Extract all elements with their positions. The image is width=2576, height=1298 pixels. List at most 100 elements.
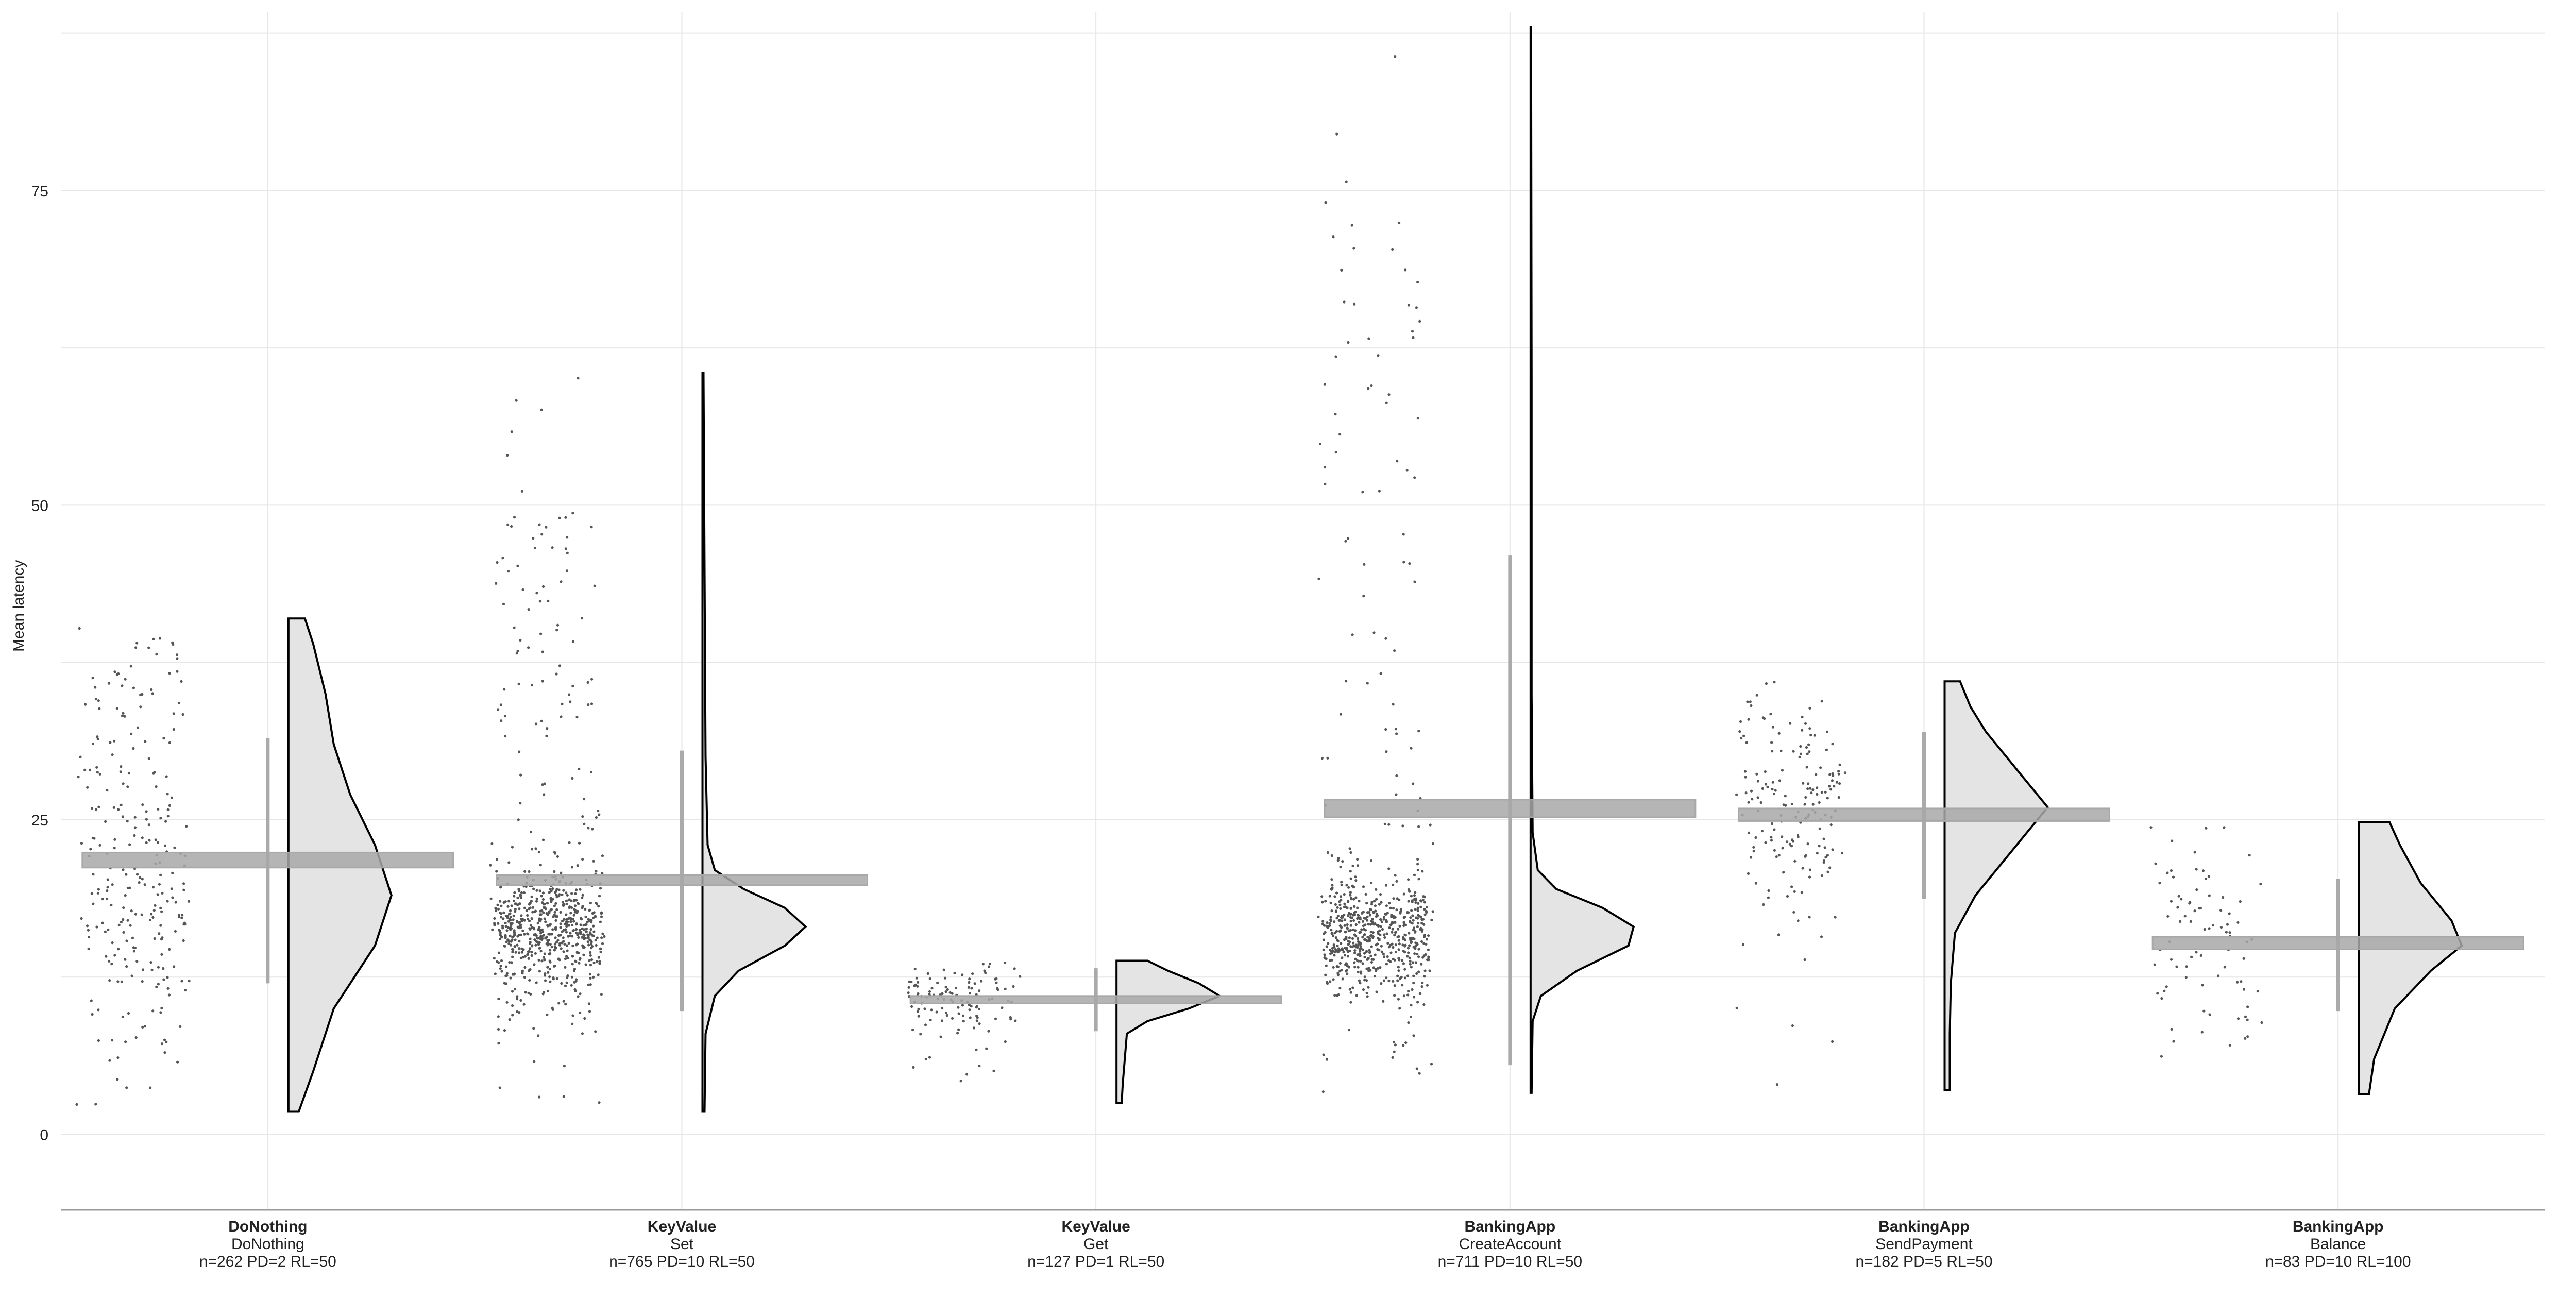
data-point: [531, 945, 534, 948]
data-point: [511, 1004, 514, 1007]
data-point: [2208, 1013, 2211, 1016]
data-point: [1363, 955, 1366, 959]
data-point: [509, 934, 512, 937]
data-point: [1378, 937, 1381, 940]
data-point: [1383, 933, 1386, 936]
data-point: [1418, 319, 1421, 323]
data-point: [588, 909, 591, 912]
data-point: [592, 975, 595, 979]
data-point: [578, 841, 581, 845]
data-point: [1382, 979, 1385, 982]
data-point: [1414, 891, 1417, 894]
data-point: [506, 926, 510, 929]
data-point: [159, 817, 162, 820]
data-point: [133, 826, 137, 829]
data-point: [1409, 920, 1412, 923]
data-point: [1347, 537, 1350, 540]
data-point: [1391, 1056, 1394, 1059]
data-point: [1823, 846, 1826, 849]
data-point: [95, 766, 98, 769]
data-point: [519, 638, 522, 642]
data-point: [576, 909, 579, 913]
data-point: [159, 873, 162, 876]
data-point: [497, 922, 500, 925]
data-point: [1370, 934, 1373, 937]
data-point: [533, 933, 536, 936]
data-point: [1417, 730, 1420, 733]
data-point: [122, 868, 125, 871]
data-point: [1335, 950, 1339, 953]
data-point: [113, 847, 116, 850]
data-point: [495, 909, 498, 912]
data-point: [1403, 933, 1406, 936]
data-point: [1431, 910, 1434, 913]
data-point: [942, 968, 945, 971]
x-label-info: n=262 PD=2 RL=50: [199, 1253, 336, 1270]
data-point: [2184, 976, 2188, 979]
data-point: [125, 873, 128, 876]
data-point: [996, 987, 999, 990]
data-point: [527, 646, 530, 649]
data-point: [981, 963, 985, 966]
data-point: [585, 927, 588, 931]
data-point: [1407, 1021, 1410, 1024]
data-point: [1367, 387, 1370, 390]
data-point: [1335, 917, 1338, 920]
data-point: [1415, 897, 1418, 900]
data-point: [543, 917, 546, 920]
data-point: [502, 901, 505, 904]
data-point: [1406, 974, 1410, 977]
data-point: [944, 985, 947, 989]
data-point: [557, 957, 560, 960]
data-point: [163, 1038, 166, 1041]
data-point: [1324, 201, 1327, 204]
data-point: [516, 1010, 519, 1013]
data-point: [97, 888, 100, 891]
data-point: [1383, 936, 1386, 939]
data-point: [1407, 900, 1410, 903]
data-point: [1354, 929, 1357, 932]
data-point: [577, 902, 580, 905]
data-point: [1826, 854, 1829, 857]
data-point: [497, 907, 500, 911]
data-point: [975, 1006, 978, 1009]
data-point: [565, 891, 568, 895]
data-point: [593, 584, 596, 587]
data-point: [565, 925, 568, 928]
data-point: [521, 969, 524, 972]
data-point: [1009, 1018, 1012, 1021]
data-point: [569, 920, 572, 923]
data-point: [1802, 782, 1805, 785]
data-point: [116, 1056, 120, 1059]
data-point: [1777, 854, 1781, 857]
data-point: [507, 570, 510, 573]
data-point: [150, 688, 153, 692]
data-point: [496, 858, 499, 861]
data-point: [2195, 888, 2198, 891]
data-point: [147, 646, 150, 649]
data-point: [2193, 851, 2196, 854]
data-point: [583, 798, 586, 801]
data-point: [2160, 1055, 2163, 1058]
data-point: [136, 726, 139, 729]
data-point: [2244, 1037, 2247, 1040]
data-point: [154, 838, 157, 841]
data-point: [94, 698, 97, 701]
data-point: [1369, 923, 1372, 926]
data-point: [77, 776, 80, 779]
data-point: [567, 693, 571, 696]
data-point: [497, 1027, 500, 1031]
data-point: [541, 680, 544, 683]
data-point: [535, 889, 538, 892]
data-point: [1403, 951, 1406, 954]
data-point: [946, 988, 949, 991]
data-point: [96, 737, 99, 740]
data-point: [558, 516, 561, 519]
data-point: [569, 899, 573, 902]
data-point: [565, 931, 568, 934]
data-point: [1772, 792, 1776, 796]
data-point: [1793, 859, 1797, 863]
data-point: [166, 808, 170, 811]
data-point: [1427, 934, 1430, 937]
data-point: [1345, 969, 1348, 972]
